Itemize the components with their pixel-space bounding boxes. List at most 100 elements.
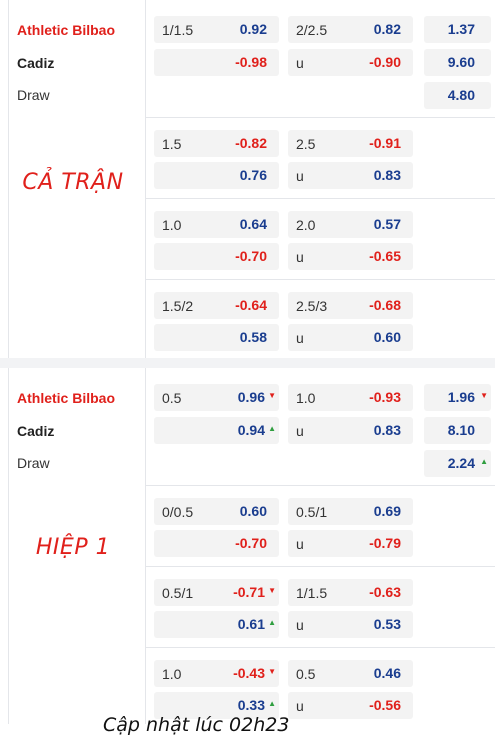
total-over-cell[interactable]: 2/2.5 0.82 xyxy=(288,16,413,43)
x12-home-cell[interactable]: 1.96 ▼ xyxy=(424,384,491,411)
update-time-note: Cập nhật lúc 02h23 xyxy=(103,714,290,736)
alt-total-over-cell[interactable]: 2.5 -0.91 xyxy=(288,130,413,157)
alt-handicap-home-cell[interactable]: 1.5/2 -0.64 xyxy=(154,292,279,319)
alt-handicap-home-cell[interactable]: 0/0.5 0.60 xyxy=(154,498,279,525)
x12-draw-cell[interactable]: 4.80 xyxy=(424,82,491,109)
alt-total-over-cell-odd: -0.63 xyxy=(369,584,401,600)
alt-total-under-cell-line: u xyxy=(296,617,304,633)
alt-handicap-home-cell[interactable]: 1.5 -0.82 xyxy=(154,130,279,157)
alt-total-over-cell[interactable]: 2.5/3 -0.68 xyxy=(288,292,413,319)
alt-total-over-cell-odd: 0.69 xyxy=(373,503,401,519)
alt-total-over-cell-line: 2.5/3 xyxy=(296,298,328,314)
alt-total-over-cell[interactable]: 1/1.5 -0.63 xyxy=(288,579,413,606)
team-away-name: Cadiz xyxy=(17,55,55,71)
total-over-cell-line: 2/2.5 xyxy=(296,22,328,38)
down-triangle-icon: ▼ xyxy=(268,667,276,676)
alt-total-over-cell[interactable]: 0.5 0.46 xyxy=(288,660,413,687)
alt-total-under-cell[interactable]: u -0.65 xyxy=(288,243,413,270)
x12-away-cell-odd: 8.10 xyxy=(447,422,475,438)
alt-total-under-cell-odd: 0.53 xyxy=(373,616,401,632)
up-triangle-icon: ▲ xyxy=(268,699,276,708)
total-over-cell-line: 1.0 xyxy=(296,390,316,406)
handicap-home-cell-line: 1/1.5 xyxy=(162,22,194,38)
x12-draw-cell[interactable]: 2.24 ▲ xyxy=(424,450,491,477)
handicap-away-cell-odd: 0.94 xyxy=(237,422,265,438)
alt-total-under-cell[interactable]: u -0.79 xyxy=(288,530,413,557)
row-separator xyxy=(146,647,495,648)
alt-total-over-cell-line: 0.5/1 xyxy=(296,504,328,520)
alt-handicap-away-cell-odd: -0.70 xyxy=(235,535,267,551)
alt-total-under-cell-line: u xyxy=(296,536,304,552)
alt-total-over-cell-line: 1/1.5 xyxy=(296,585,328,601)
up-triangle-icon: ▲ xyxy=(480,457,488,466)
alt-total-under-cell-odd: 0.83 xyxy=(373,167,401,183)
team-home-name: Athletic Bilbao xyxy=(17,390,116,406)
down-triangle-icon: ▼ xyxy=(268,391,276,400)
alt-total-over-cell-line: 0.5 xyxy=(296,666,316,682)
alt-handicap-home-cell[interactable]: 0.5/1 -0.71 ▼ xyxy=(154,579,279,606)
x12-away-cell[interactable]: 9.60 xyxy=(424,49,491,76)
x12-home-cell[interactable]: 1.37 xyxy=(424,16,491,43)
alt-handicap-home-cell-line: 1.5/2 xyxy=(162,298,194,314)
alt-total-under-cell[interactable]: u 0.83 xyxy=(288,162,413,189)
period-label: HIỆP 1 xyxy=(35,535,111,560)
alt-total-under-cell-odd: -0.56 xyxy=(369,697,401,713)
draw-label: Draw xyxy=(17,87,50,103)
alt-total-under-cell[interactable]: u 0.53 xyxy=(288,611,413,638)
alt-handicap-away-cell-odd: 0.58 xyxy=(239,329,267,345)
total-under-cell-odd: -0.90 xyxy=(369,54,401,70)
total-under-cell[interactable]: u 0.83 xyxy=(288,417,413,444)
alt-total-under-cell[interactable]: u 0.60 xyxy=(288,324,413,351)
x12-away-cell-odd: 9.60 xyxy=(447,54,475,70)
full-match-section: Athletic Bilbao Cadiz Draw CẢ TRẬN 1/1.5 0.92… xyxy=(0,0,495,358)
row-separator xyxy=(146,279,495,280)
team-column: Athletic Bilbao Cadiz Draw CẢ TRẬN xyxy=(0,0,146,358)
alt-handicap-away-cell[interactable]: 0.61 ▲ xyxy=(154,611,279,638)
alt-handicap-home-cell-line: 0.5/1 xyxy=(162,585,194,601)
handicap-away-cell[interactable]: 0.94 ▲ xyxy=(154,417,279,444)
total-under-cell-odd: 0.83 xyxy=(373,422,401,438)
alt-total-over-cell[interactable]: 0.5/1 0.69 xyxy=(288,498,413,525)
alt-handicap-home-cell-odd: -0.43 xyxy=(233,665,265,681)
team-away-name: Cadiz xyxy=(17,423,55,439)
alt-handicap-home-cell[interactable]: 1.0 -0.43 ▼ xyxy=(154,660,279,687)
alt-handicap-home-cell-odd: 0.60 xyxy=(239,503,267,519)
alt-total-over-cell[interactable]: 2.0 0.57 xyxy=(288,211,413,238)
down-triangle-icon: ▼ xyxy=(268,586,276,595)
alt-handicap-home-cell-odd: -0.64 xyxy=(235,297,267,313)
alt-handicap-away-cell[interactable]: -0.70 xyxy=(154,530,279,557)
total-over-cell[interactable]: 1.0 -0.93 xyxy=(288,384,413,411)
alt-handicap-home-cell-line: 1.5 xyxy=(162,136,182,152)
period-label: CẢ TRẬN xyxy=(22,170,124,195)
alt-handicap-away-cell[interactable]: -0.70 xyxy=(154,243,279,270)
alt-total-under-cell[interactable]: u -0.56 xyxy=(288,692,413,719)
alt-total-under-cell-line: u xyxy=(296,168,304,184)
alt-handicap-home-cell[interactable]: 1.0 0.64 xyxy=(154,211,279,238)
row-separator xyxy=(146,198,495,199)
column-border xyxy=(8,368,9,724)
team-home-name: Athletic Bilbao xyxy=(17,22,116,38)
handicap-home-cell-odd: 0.92 xyxy=(239,21,267,37)
alt-handicap-away-cell[interactable]: 0.58 xyxy=(154,324,279,351)
alt-total-over-cell-odd: 0.46 xyxy=(373,665,401,681)
handicap-home-cell[interactable]: 1/1.5 0.92 xyxy=(154,16,279,43)
handicap-away-cell[interactable]: -0.98 xyxy=(154,49,279,76)
alt-handicap-home-cell-odd: -0.71 xyxy=(233,584,265,600)
handicap-home-cell-odd: 0.96 xyxy=(237,389,265,405)
row-separator xyxy=(146,117,495,118)
first-half-section: Athletic Bilbao Cadiz Draw HIỆP 1 0.5 0.96 ▼ 0.… xyxy=(0,368,495,724)
x12-away-cell[interactable]: 8.10 xyxy=(424,417,491,444)
draw-label: Draw xyxy=(17,455,50,471)
alt-handicap-away-cell-odd: -0.70 xyxy=(235,248,267,264)
alt-handicap-away-cell[interactable]: 0.33 ▲ xyxy=(154,692,279,719)
alt-total-under-cell-line: u xyxy=(296,330,304,346)
alt-handicap-home-cell-line: 1.0 xyxy=(162,217,182,233)
total-over-cell-odd: 0.82 xyxy=(373,21,401,37)
alt-handicap-away-cell[interactable]: 0.76 xyxy=(154,162,279,189)
handicap-away-cell-odd: -0.98 xyxy=(235,54,267,70)
handicap-home-cell[interactable]: 0.5 0.96 ▼ xyxy=(154,384,279,411)
alt-handicap-home-cell-line: 1.0 xyxy=(162,666,182,682)
handicap-home-cell-line: 0.5 xyxy=(162,390,182,406)
alt-total-over-cell-line: 2.5 xyxy=(296,136,316,152)
total-under-cell[interactable]: u -0.90 xyxy=(288,49,413,76)
